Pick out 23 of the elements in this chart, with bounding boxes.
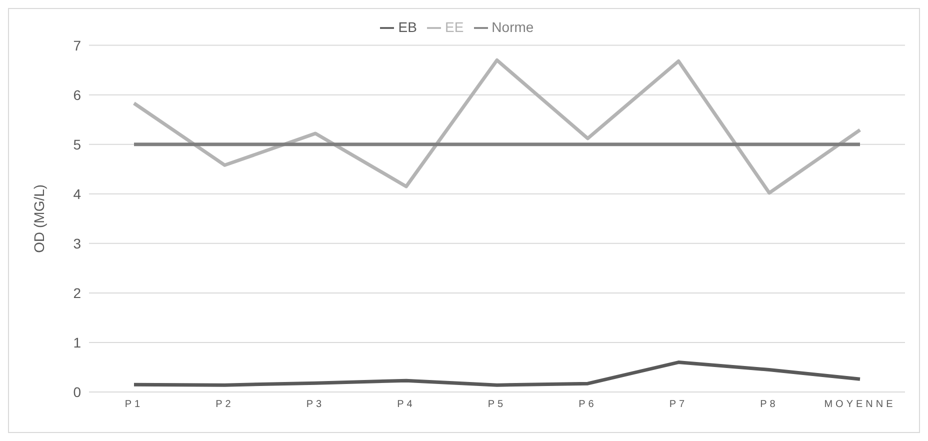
y-tick-label: 2	[73, 284, 82, 301]
y-tick-label: 3	[73, 235, 82, 252]
y-axis-title: OD (MG/L)	[30, 184, 47, 253]
y-tick-label: 0	[73, 384, 82, 400]
x-tick-label: P6	[578, 399, 597, 410]
x-tick-label: MOYENNE	[824, 399, 896, 410]
line-series	[132, 360, 862, 387]
line-series	[132, 58, 862, 195]
y-tick-label: 6	[73, 86, 82, 103]
y-tick-label: 7	[73, 37, 82, 54]
y-tick-label: 1	[73, 334, 82, 350]
x-tick-label: P3	[306, 399, 325, 410]
x-tick-label: P1	[124, 399, 144, 410]
x-tick-label: P7	[669, 399, 688, 410]
x-tick-label: P5	[488, 399, 506, 410]
x-tick-label: P4	[397, 399, 416, 410]
x-tick-label: P8	[760, 399, 778, 410]
legend-label: Norme	[492, 19, 534, 35]
legend-label: EE	[444, 19, 464, 35]
y-tick-label: 5	[73, 136, 82, 152]
legend-label: EB	[398, 19, 417, 35]
y-tick-label: 4	[73, 186, 82, 202]
x-tick-label: P2	[216, 399, 234, 410]
